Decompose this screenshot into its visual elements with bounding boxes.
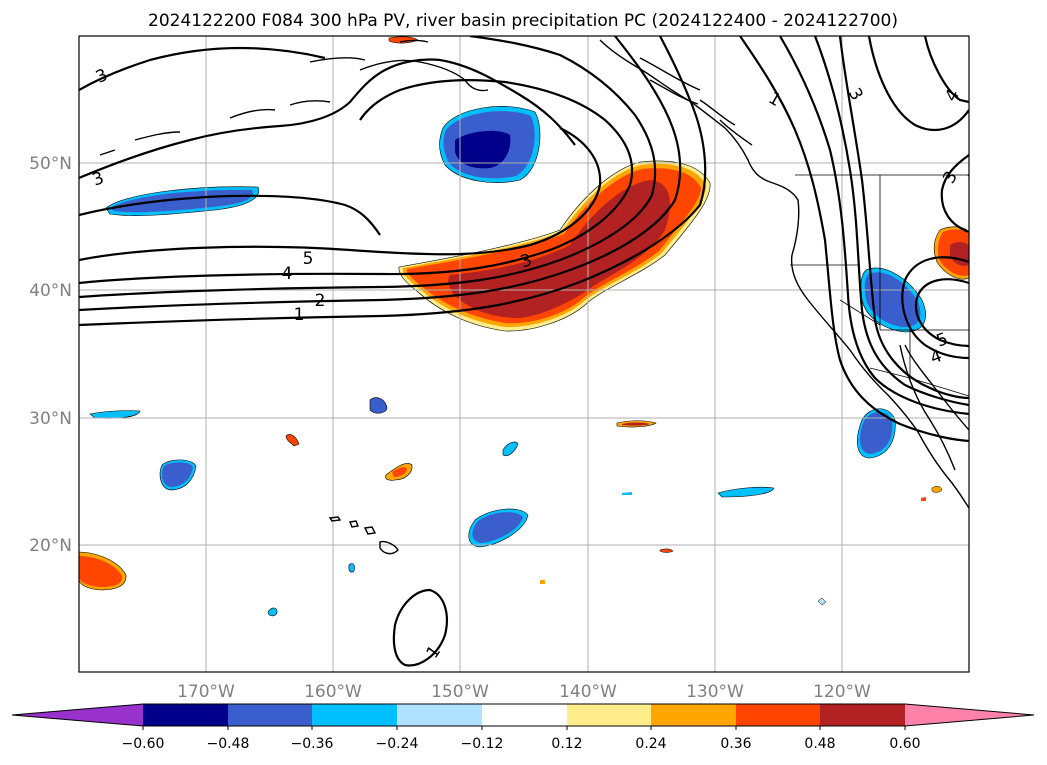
lat-label: 30°N bbox=[29, 409, 72, 429]
colorbar-segment bbox=[567, 704, 651, 726]
colorbar-label: −0.24 bbox=[376, 736, 419, 752]
map-title: 2024122200 F084 300 hPa PV, river basin … bbox=[148, 11, 898, 31]
colorbar-segment bbox=[143, 704, 228, 726]
colorbar-label: −0.48 bbox=[207, 736, 250, 752]
lon-label: 140°W bbox=[559, 682, 617, 702]
colorbar-segment bbox=[12, 704, 143, 726]
colorbar-segment bbox=[397, 704, 482, 726]
lon-label: 130°W bbox=[686, 682, 744, 702]
colorbar-segment bbox=[736, 704, 820, 726]
colorbar-label: 0.36 bbox=[720, 736, 751, 752]
lon-label: 120°W bbox=[813, 682, 871, 702]
political-borders bbox=[790, 174, 969, 397]
lon-label: 170°W bbox=[177, 682, 235, 702]
lat-label: 50°N bbox=[29, 154, 72, 174]
longitude-labels: 170°W 160°W 150°W 140°W 130°W 120°W bbox=[177, 682, 871, 702]
colorbar-segment bbox=[905, 704, 1034, 726]
colorbar-label: 0.24 bbox=[635, 736, 666, 752]
map-frame bbox=[78, 35, 970, 673]
colorbar-label: −0.36 bbox=[291, 736, 334, 752]
lon-label: 160°W bbox=[304, 682, 362, 702]
colorbar-label: 0.60 bbox=[889, 736, 920, 752]
map-area: 3 3 5 4 2 1 3 1 3 4 3 5 4 1 bbox=[79, 36, 969, 672]
colorbar-label: 0.48 bbox=[804, 736, 835, 752]
contour-label: 2 bbox=[315, 291, 326, 311]
positive-precip-areas bbox=[79, 36, 969, 591]
lat-label: 20°N bbox=[29, 536, 72, 556]
colorbar: −0.60 −0.48 −0.36 −0.24 −0.12 0.12 0.24 0.36 0.4… bbox=[11, 703, 1035, 752]
contour-label: 5 bbox=[303, 249, 314, 269]
contour-label: 4 bbox=[282, 264, 293, 284]
colorbar-segment bbox=[820, 704, 905, 726]
lon-label: 150°W bbox=[431, 682, 489, 702]
colorbar-segment bbox=[228, 704, 312, 726]
pv-contours bbox=[79, 36, 969, 667]
colorbar-segment bbox=[312, 704, 397, 726]
negative-precip-areas bbox=[89, 106, 926, 617]
colorbar-label: −0.12 bbox=[461, 736, 504, 752]
colorbar-label: 0.12 bbox=[551, 736, 582, 752]
colorbar-segment bbox=[482, 704, 567, 726]
colorbar-label: −0.60 bbox=[122, 736, 165, 752]
latitude-labels: 20°N 30°N 40°N 50°N bbox=[29, 154, 72, 556]
lat-label: 40°N bbox=[29, 281, 72, 301]
contour-label: 1 bbox=[294, 305, 305, 325]
colorbar-segment bbox=[651, 704, 736, 726]
